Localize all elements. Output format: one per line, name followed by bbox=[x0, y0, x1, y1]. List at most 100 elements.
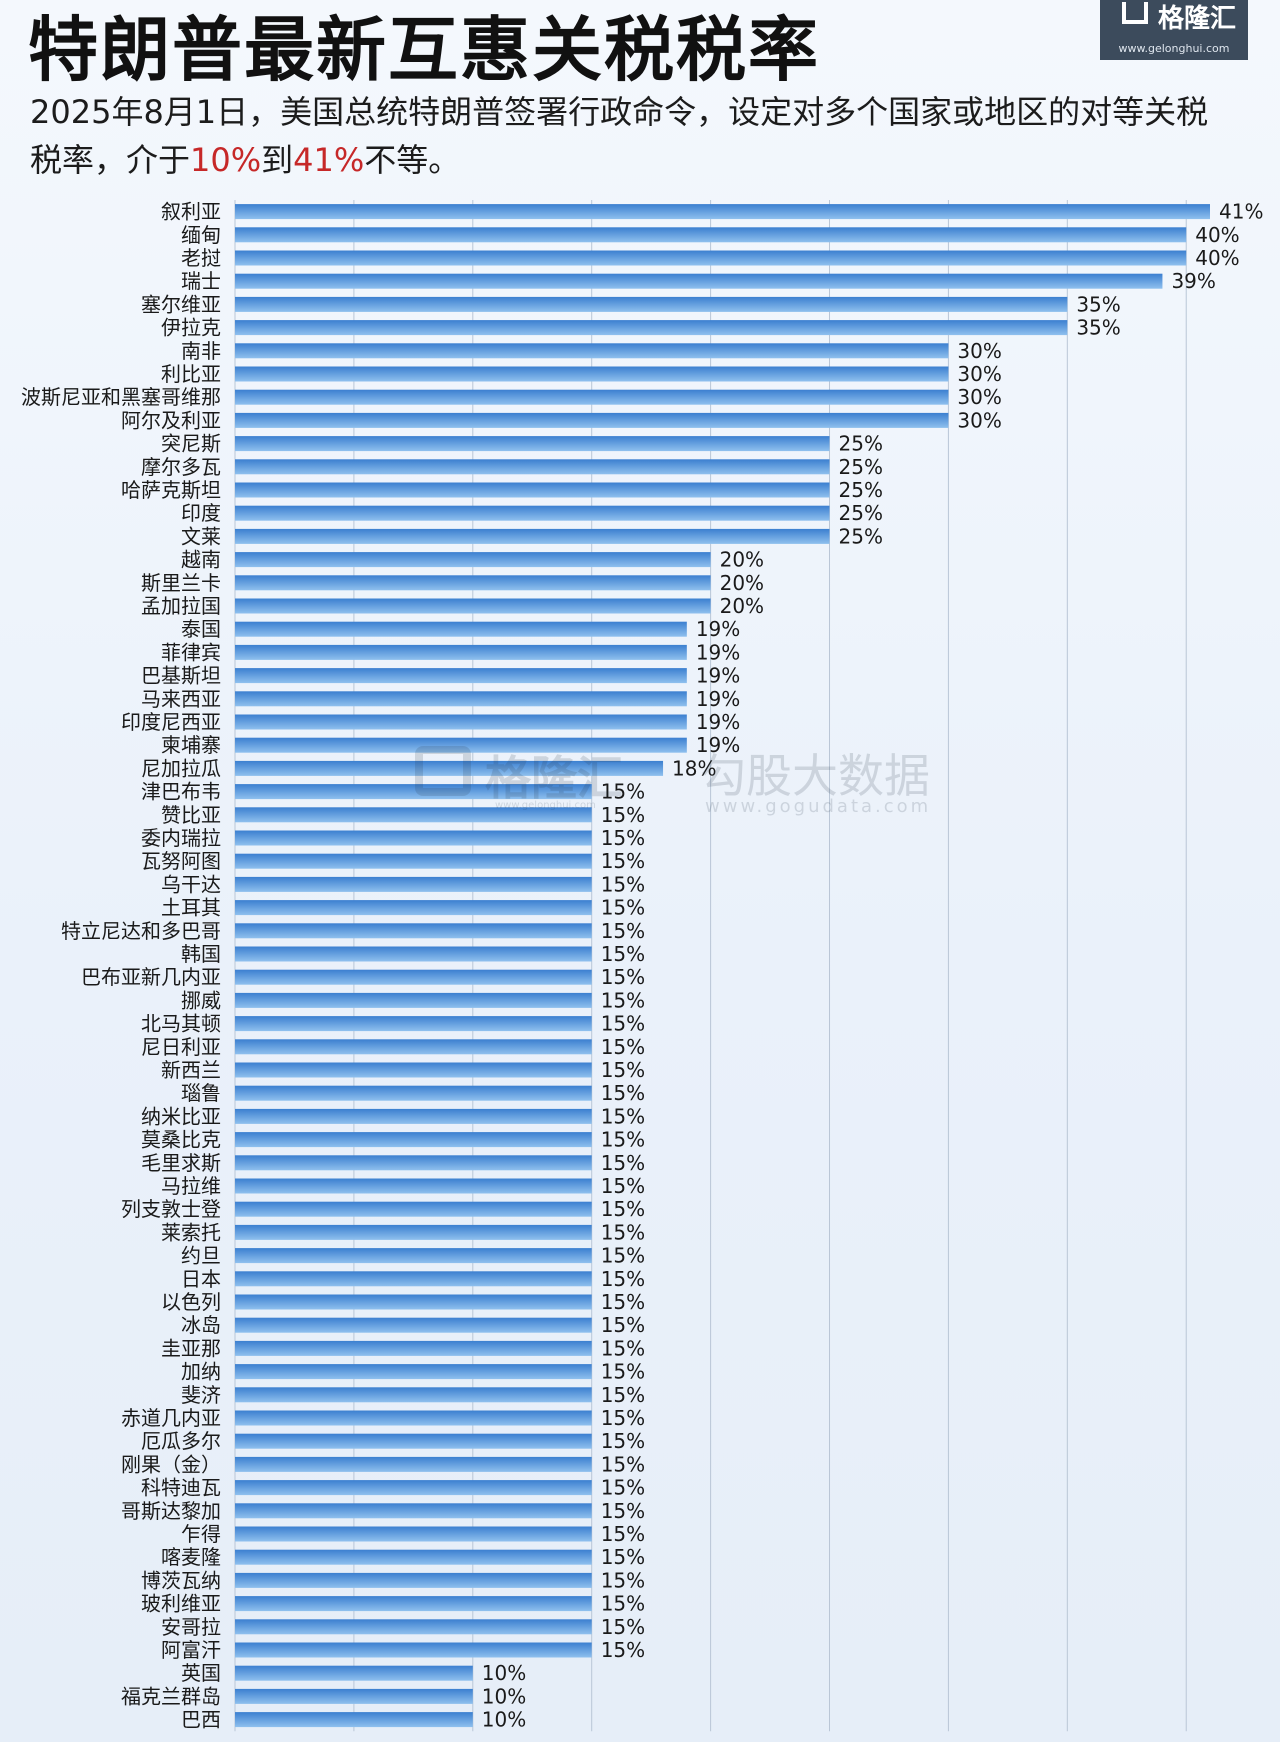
value-label: 39% bbox=[1171, 269, 1215, 293]
category-label: 巴布亚新几内亚 bbox=[81, 965, 221, 989]
bar bbox=[235, 1317, 592, 1333]
value-label: 15% bbox=[601, 803, 645, 827]
bar bbox=[235, 1688, 473, 1704]
bar bbox=[235, 320, 1068, 336]
value-label: 15% bbox=[601, 780, 645, 804]
category-label: 瑞士 bbox=[181, 269, 221, 293]
value-label: 25% bbox=[839, 501, 883, 525]
value-label: 15% bbox=[601, 1012, 645, 1036]
bar bbox=[235, 343, 949, 359]
category-label: 马来西亚 bbox=[141, 687, 221, 711]
value-label: 25% bbox=[839, 432, 883, 456]
value-label: 15% bbox=[601, 1035, 645, 1059]
value-label: 15% bbox=[601, 1429, 645, 1453]
bar bbox=[235, 436, 830, 452]
bar bbox=[235, 737, 687, 753]
category-label: 斐济 bbox=[181, 1383, 221, 1407]
subtitle-mid: 到 bbox=[261, 141, 294, 179]
value-label: 20% bbox=[720, 594, 764, 618]
bar bbox=[235, 1132, 592, 1148]
value-label: 15% bbox=[601, 1267, 645, 1291]
category-label: 特立尼达和多巴哥 bbox=[61, 919, 221, 943]
value-label: 25% bbox=[839, 455, 883, 479]
subtitle-main: 2025年8月1日，美国总统特朗普签署行政命令，设定对多个国家或地区的对等关税税… bbox=[30, 93, 1209, 179]
value-label: 15% bbox=[601, 1197, 645, 1221]
bar bbox=[235, 1596, 592, 1612]
category-label: 冰岛 bbox=[181, 1313, 221, 1337]
value-label: 30% bbox=[957, 339, 1001, 363]
bar bbox=[235, 273, 1163, 289]
category-label: 毛里求斯 bbox=[141, 1151, 221, 1175]
value-label: 20% bbox=[720, 548, 764, 572]
bar bbox=[235, 250, 1187, 266]
value-label: 15% bbox=[601, 1244, 645, 1268]
subtitle-end: 不等。 bbox=[364, 141, 461, 179]
category-label: 越南 bbox=[181, 548, 221, 572]
value-label: 30% bbox=[957, 385, 1001, 409]
category-label: 新西兰 bbox=[161, 1058, 221, 1082]
value-label: 19% bbox=[696, 710, 740, 734]
bar bbox=[235, 1039, 592, 1055]
bar bbox=[235, 923, 592, 939]
bar bbox=[235, 227, 1187, 243]
bar bbox=[235, 1410, 592, 1426]
bar bbox=[235, 505, 830, 521]
bar bbox=[235, 598, 711, 614]
category-label: 赞比亚 bbox=[161, 803, 221, 827]
value-label: 15% bbox=[601, 872, 645, 896]
category-label: 挪威 bbox=[181, 988, 221, 1012]
category-label: 哈萨克斯坦 bbox=[121, 478, 221, 502]
value-label: 10% bbox=[482, 1708, 526, 1732]
category-label: 纳米比亚 bbox=[141, 1104, 221, 1128]
bar bbox=[235, 389, 949, 405]
category-label: 津巴布韦 bbox=[141, 780, 221, 804]
category-label: 韩国 bbox=[181, 942, 221, 966]
category-label: 乍得 bbox=[181, 1522, 221, 1546]
value-label: 15% bbox=[601, 1615, 645, 1639]
value-label: 15% bbox=[601, 896, 645, 920]
logo-name: 格隆汇 bbox=[1158, 4, 1237, 34]
bar bbox=[235, 714, 687, 730]
bar bbox=[235, 969, 592, 985]
bar bbox=[235, 830, 592, 846]
value-label: 15% bbox=[601, 1568, 645, 1592]
value-label: 15% bbox=[601, 1290, 645, 1314]
value-label: 30% bbox=[957, 362, 1001, 386]
subtitle-low-rate: 10% bbox=[190, 141, 262, 179]
bar bbox=[235, 644, 687, 660]
category-label: 阿尔及利亚 bbox=[121, 408, 221, 432]
value-label: 10% bbox=[482, 1661, 526, 1685]
value-label: 30% bbox=[957, 408, 1001, 432]
bar bbox=[235, 1340, 592, 1356]
value-label: 15% bbox=[601, 849, 645, 873]
category-label: 莫桑比克 bbox=[141, 1128, 221, 1152]
bar bbox=[235, 807, 592, 823]
category-label: 乌干达 bbox=[161, 872, 221, 896]
category-label: 厄瓜多尔 bbox=[141, 1429, 221, 1453]
category-label: 波斯尼亚和黑塞哥维那 bbox=[21, 385, 221, 409]
bar bbox=[235, 1178, 592, 1194]
category-label: 马拉维 bbox=[161, 1174, 221, 1198]
bar bbox=[235, 1364, 592, 1380]
bar bbox=[235, 621, 687, 637]
bar bbox=[235, 204, 1210, 220]
category-label: 安哥拉 bbox=[161, 1615, 221, 1639]
category-label: 土耳其 bbox=[161, 896, 221, 920]
bar bbox=[235, 1572, 592, 1588]
bar bbox=[235, 1224, 592, 1240]
value-label: 15% bbox=[601, 1220, 645, 1244]
category-label: 刚果（金） bbox=[121, 1452, 221, 1476]
bar bbox=[235, 1549, 592, 1565]
value-label: 15% bbox=[601, 1406, 645, 1430]
category-label: 利比亚 bbox=[161, 362, 221, 386]
value-label: 15% bbox=[601, 1058, 645, 1082]
value-label: 15% bbox=[601, 1499, 645, 1523]
bar bbox=[235, 366, 949, 382]
category-label: 喀麦隆 bbox=[161, 1545, 221, 1569]
bar bbox=[235, 459, 830, 475]
value-label: 15% bbox=[601, 919, 645, 943]
category-label: 印度 bbox=[181, 501, 221, 525]
bar bbox=[235, 1480, 592, 1496]
bar bbox=[235, 1108, 592, 1124]
